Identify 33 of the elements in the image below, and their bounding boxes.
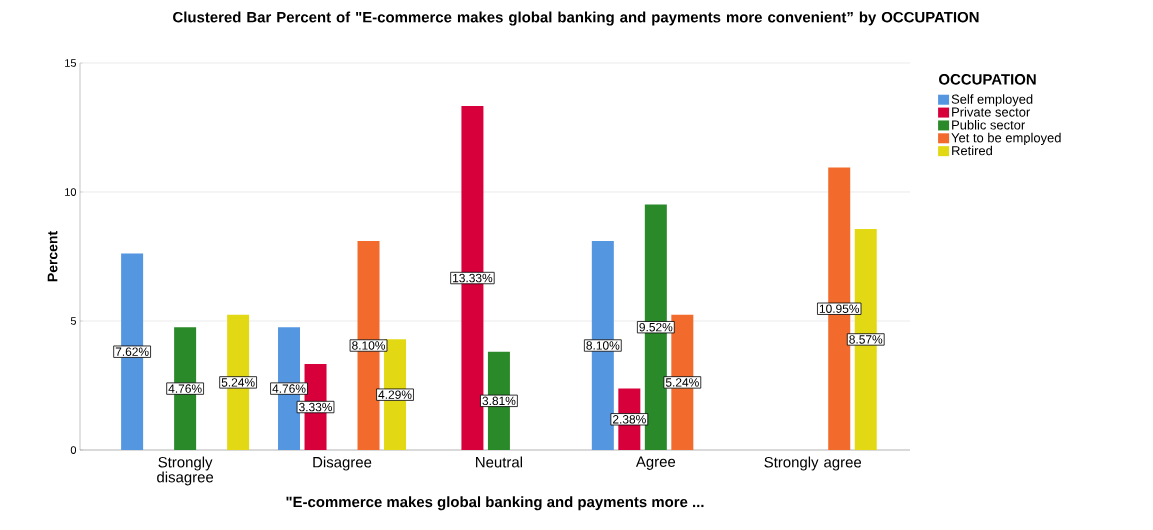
legend-label: Yet to be employed xyxy=(951,132,1061,145)
legend-label: Retired xyxy=(952,145,992,156)
data-label: 4.76% xyxy=(168,384,202,393)
x-tick-label: Strongly agree xyxy=(764,456,862,471)
x-tick-label: Strongly disagree xyxy=(157,456,214,486)
chart-title: Clustered Bar Percent of "E-commerce makes global banking and payments more convenient” by OCCUPATION xyxy=(173,11,979,26)
data-label: 9.52% xyxy=(639,322,673,332)
data-label: 7.62% xyxy=(115,347,149,356)
y-tick-label: 5 xyxy=(70,317,77,325)
legend-title: OCCUPATION xyxy=(939,74,1036,85)
y-tick-label: 10 xyxy=(65,188,77,196)
data-label: 8.10% xyxy=(586,341,620,350)
x-tick-label: Neutral xyxy=(476,456,522,468)
y-axis-title: Percent xyxy=(47,231,58,282)
legend-label: Private sector xyxy=(952,107,1031,117)
x-tick-label: Disagree xyxy=(313,456,372,471)
data-label: 2.38% xyxy=(612,415,646,424)
data-label: 4.76% xyxy=(272,384,306,393)
x-tick-label: Agree xyxy=(635,456,676,470)
data-label: 3.81% xyxy=(482,396,516,406)
x-axis-title: "E-commerce makes global banking and payments more ... xyxy=(286,496,704,511)
data-label: 10.95% xyxy=(819,304,860,313)
data-label: 8.57% xyxy=(849,335,883,344)
data-label: 3.33% xyxy=(299,402,333,412)
data-label: 13.33% xyxy=(453,273,493,283)
legend-label: Public sector xyxy=(952,120,1025,130)
legend-label: Self employed xyxy=(951,94,1033,107)
data-label: 4.29% xyxy=(378,390,412,399)
data-label: 5.24% xyxy=(665,378,699,387)
y-tick-label: 15 xyxy=(65,59,77,67)
data-label: 8.10% xyxy=(352,341,386,350)
data-label: 5.24% xyxy=(221,378,255,387)
y-tick-label: 0 xyxy=(70,446,77,454)
